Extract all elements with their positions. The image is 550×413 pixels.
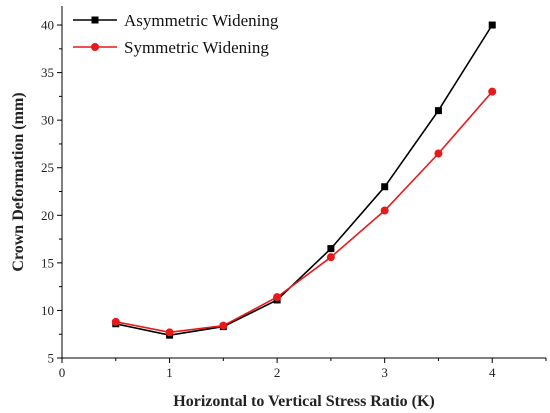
y-tick-label: 15 <box>41 255 54 270</box>
y-tick-label: 20 <box>41 208 54 223</box>
legend-label: Symmetric Widening <box>124 38 269 57</box>
y-tick-label: 30 <box>41 113 54 128</box>
data-point-square <box>327 245 335 253</box>
series-layer <box>111 21 497 339</box>
data-point-circle <box>326 253 335 262</box>
x-tick-label: 2 <box>274 365 281 380</box>
legend: Asymmetric Widening Symmetric Widening <box>73 11 279 57</box>
data-point-circle <box>273 293 282 302</box>
legend-label: Asymmetric Widening <box>124 11 279 30</box>
series-line-1 <box>115 24 493 337</box>
series-line-2 <box>115 91 493 334</box>
y-tick-label: 40 <box>41 18 54 33</box>
axes <box>61 6 546 359</box>
y-tick-label: 10 <box>41 303 54 318</box>
x-tick-label: 4 <box>489 365 496 380</box>
data-point-square <box>381 183 389 191</box>
x-axis-title: Horizontal to Vertical Stress Ratio (K) <box>173 393 434 410</box>
x-tick-label: 3 <box>381 365 388 380</box>
data-point-circle <box>165 328 174 337</box>
y-axis-title: Crown Deformation (mm) <box>10 92 27 271</box>
data-point-circle <box>111 317 120 326</box>
data-point-circle <box>488 87 497 96</box>
x-tick-label: 1 <box>166 365 173 380</box>
ticks: 0 1 2 3 4 5 10 15 20 25 30 35 40 <box>41 18 547 380</box>
data-point-circle <box>380 206 389 215</box>
legend-marker-circle <box>91 43 99 51</box>
y-tick-label: 5 <box>48 351 55 366</box>
data-point-square <box>434 107 442 115</box>
data-point-square <box>488 21 496 29</box>
y-tick-label: 25 <box>41 160 54 175</box>
data-point-circle <box>219 321 228 330</box>
legend-marker-square <box>91 16 99 24</box>
data-point-circle <box>434 149 443 158</box>
y-tick-label: 35 <box>41 65 54 80</box>
x-tick-label: 0 <box>59 365 66 380</box>
